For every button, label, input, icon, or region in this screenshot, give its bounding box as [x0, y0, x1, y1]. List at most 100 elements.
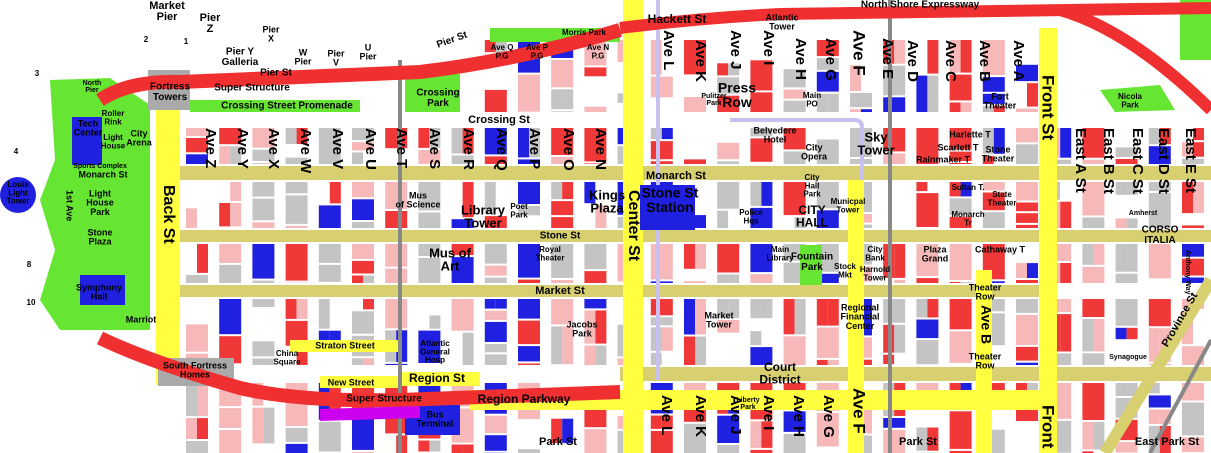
block — [451, 219, 474, 228]
block — [219, 128, 242, 145]
block — [252, 244, 275, 279]
label-text: Galleria — [222, 57, 259, 68]
block — [783, 336, 806, 365]
label-text: Ave Y — [234, 128, 251, 169]
label-text: Plaza — [590, 201, 624, 216]
block — [1115, 383, 1127, 396]
label-text: Ave G — [820, 395, 837, 438]
map-label: Straton Street — [315, 340, 375, 350]
block — [850, 109, 861, 112]
label-text: Tower — [464, 216, 501, 231]
block — [1126, 244, 1138, 272]
block — [1082, 319, 1094, 352]
block — [197, 208, 208, 228]
map-label: Ave S — [426, 128, 443, 169]
block — [484, 216, 507, 228]
label-text: Square — [273, 357, 301, 366]
block — [1027, 362, 1038, 365]
map-label: Hackett St — [648, 12, 707, 26]
map-label: East A St — [1072, 128, 1089, 193]
label-text: Louis — [7, 180, 29, 189]
map-label: Ave QP.G — [491, 43, 514, 60]
block — [551, 445, 574, 453]
label-text: Hosp — [425, 355, 445, 364]
block — [197, 244, 208, 273]
label-text: Light — [8, 188, 28, 197]
block — [518, 449, 529, 453]
map-label: Ave G — [820, 395, 837, 438]
block — [750, 274, 773, 283]
block — [584, 299, 607, 309]
block — [484, 321, 507, 342]
block — [783, 433, 806, 453]
block — [661, 40, 673, 75]
block — [949, 244, 972, 280]
block — [982, 105, 994, 112]
block — [551, 201, 574, 216]
block — [717, 244, 740, 273]
block — [794, 100, 806, 112]
map-label: Ave H — [792, 38, 809, 80]
block — [584, 163, 607, 164]
label-text: Stone — [985, 144, 1010, 154]
block — [418, 182, 441, 211]
block — [1115, 128, 1138, 146]
block — [252, 163, 264, 164]
label-text: East A St — [1072, 128, 1089, 193]
block — [728, 299, 740, 318]
label-text: Plaza — [88, 237, 112, 247]
block — [1182, 225, 1204, 228]
map-label: Ave I — [760, 30, 777, 65]
map-label: Ave K — [692, 40, 709, 82]
label-text: Monarch St — [78, 169, 127, 179]
label-text: CITY — [798, 203, 825, 217]
label-text: Front St — [1039, 75, 1058, 140]
block — [595, 182, 607, 204]
label-text: Ave R — [460, 128, 477, 170]
label-text: City — [804, 173, 820, 182]
block — [1115, 196, 1138, 217]
block — [861, 65, 872, 91]
block — [1115, 159, 1138, 164]
block — [418, 149, 441, 164]
block — [518, 128, 529, 158]
block — [1193, 128, 1204, 141]
block — [728, 63, 740, 76]
label-text: Ave L — [660, 30, 677, 70]
block — [219, 430, 242, 453]
block — [551, 299, 574, 325]
block — [661, 317, 673, 326]
block — [717, 334, 740, 348]
map-label: Market St — [535, 285, 585, 297]
block — [717, 182, 740, 209]
block — [584, 128, 607, 162]
block — [1115, 442, 1138, 453]
block — [1159, 182, 1171, 191]
block — [960, 40, 972, 73]
block — [1027, 213, 1038, 223]
label-text: Library — [766, 253, 794, 262]
block — [816, 273, 839, 283]
label-text: Back St — [160, 185, 177, 244]
label-text: Ave N — [592, 128, 609, 170]
label-text: Cathaway T — [975, 244, 1026, 254]
block — [197, 383, 208, 417]
label-text: House — [101, 141, 126, 150]
map-label: East B St — [1100, 128, 1117, 194]
block — [661, 352, 673, 365]
block — [1115, 147, 1138, 157]
label-text: Rink — [104, 117, 122, 126]
block — [1049, 159, 1072, 164]
block — [1060, 128, 1072, 158]
label-text: Press — [718, 80, 756, 96]
label-text: Ave B — [978, 305, 994, 344]
block — [518, 320, 540, 345]
